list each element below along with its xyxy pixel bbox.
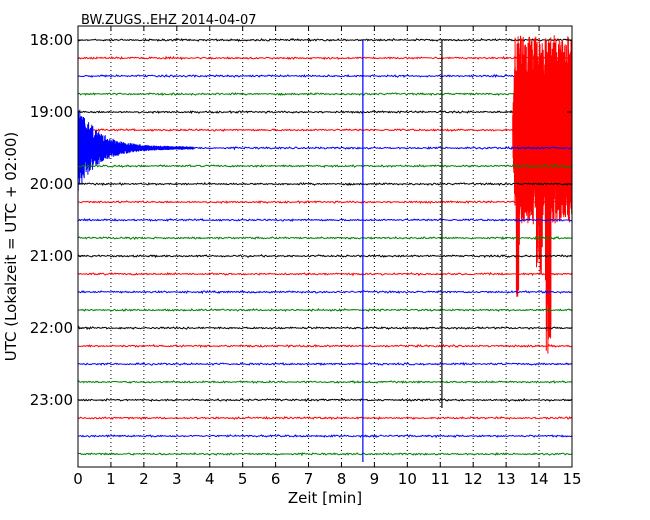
trace-1830 <box>77 73 573 79</box>
trace-2245 <box>77 379 573 384</box>
y-tick-label: 23:00 <box>30 391 73 409</box>
trace-event-1915 <box>512 35 573 354</box>
trace-2315 <box>77 415 573 421</box>
x-tick-label: 9 <box>370 470 380 488</box>
x-tick-label: 7 <box>304 470 314 488</box>
y-tick-label: 21:00 <box>30 247 73 265</box>
x-tick-label: 8 <box>337 470 347 488</box>
y-tick-label: 19:00 <box>30 103 73 121</box>
chart-title: BW.ZUGS..EHZ 2014-04-07 <box>81 13 257 28</box>
x-tick-label: 1 <box>106 470 116 488</box>
trace-2345 <box>77 452 572 457</box>
y-axis-ticks: 18:00 19:00 20:00 21:00 22:00 23:00 <box>30 31 572 409</box>
trace-1815 <box>77 55 572 61</box>
x-tick-label: 15 <box>562 470 581 488</box>
x-axis-label: Zeit [min] <box>288 489 362 507</box>
x-tick-label: 0 <box>73 470 83 488</box>
x-tick-label: 3 <box>172 470 182 488</box>
y-tick-label: 22:00 <box>30 319 73 337</box>
x-tick-label: 13 <box>497 470 516 488</box>
trace-1945 <box>77 163 573 169</box>
spikes <box>362 40 443 462</box>
trace-2215 <box>77 343 573 349</box>
plot-frame <box>77 25 573 468</box>
trace-2030 <box>77 217 573 222</box>
x-tick-label: 12 <box>464 470 483 488</box>
x-tick-label: 5 <box>238 470 248 488</box>
x-axis-ticks: 0 1 2 3 4 5 6 7 8 9 10 11 12 13 14 15 <box>73 26 582 488</box>
trace-2300 <box>77 397 573 403</box>
x-tick-label: 10 <box>398 470 417 488</box>
trace-1900 <box>77 109 573 115</box>
traces <box>77 35 573 457</box>
y-tick-label: 18:00 <box>30 31 73 49</box>
x-tick-label: 6 <box>271 470 281 488</box>
trace-2200 <box>77 325 573 331</box>
trace-event-1930 <box>77 109 194 191</box>
x-tick-label: 4 <box>205 470 215 488</box>
y-tick-label: 20:00 <box>30 175 73 193</box>
trace-2230 <box>77 361 573 366</box>
trace-1915 <box>77 128 573 133</box>
trace-2100 <box>77 254 573 259</box>
trace-2115 <box>77 271 573 277</box>
trace-2145 <box>78 307 573 313</box>
x-tick-label: 2 <box>139 470 149 488</box>
trace-1845 <box>77 92 573 97</box>
trace-2130 <box>77 289 573 295</box>
trace-2330 <box>77 433 573 439</box>
trace-2045 <box>77 235 573 241</box>
trace-2000 <box>77 181 573 187</box>
x-tick-label: 14 <box>530 470 549 488</box>
trace-2015 <box>77 200 573 205</box>
trace-1800 <box>77 37 573 43</box>
x-tick-label: 11 <box>431 470 450 488</box>
y-axis-label: UTC (Lokalzeit = UTC + 02:00) <box>2 132 20 362</box>
